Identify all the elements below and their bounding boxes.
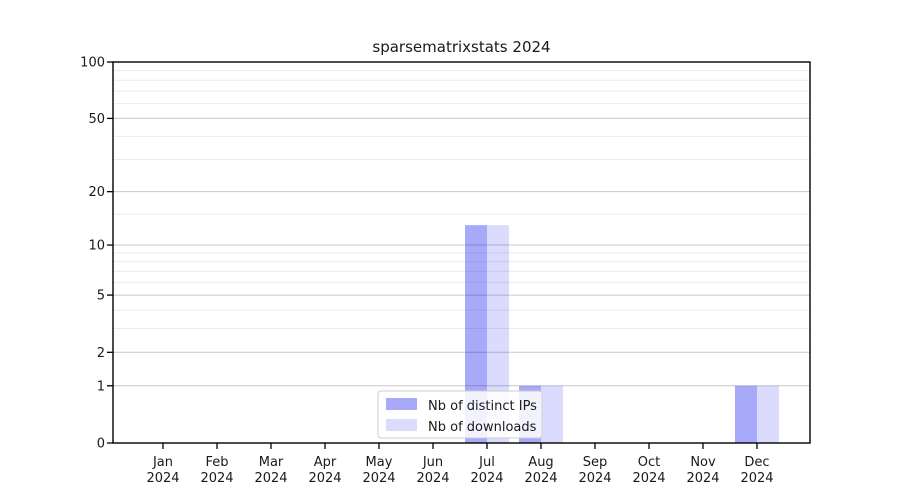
- x-tick-label-jan: Jan: [152, 455, 173, 470]
- x-tick-label-feb: Feb: [205, 455, 228, 470]
- x-tick-year-jul: 2024: [470, 471, 503, 486]
- y-tick-label-10: 10: [88, 239, 105, 254]
- y-tick-label-1: 1: [97, 379, 105, 394]
- bar-dec-downloads: [757, 385, 779, 443]
- bar-jul-distinct-ips: [465, 225, 487, 443]
- y-tick-label-50: 50: [88, 112, 105, 127]
- x-tick-label-sep: Sep: [583, 455, 608, 470]
- x-tick-label-jul: Jul: [478, 455, 495, 470]
- x-tick-year-dec: 2024: [740, 471, 773, 486]
- y-tick-label-0: 0: [97, 437, 105, 452]
- y-axis: 0 1 2 5 10 20 50 100: [80, 56, 113, 452]
- bar-aug-downloads: [541, 385, 563, 443]
- x-tick-year-apr: 2024: [308, 471, 341, 486]
- x-tick-label-apr: Apr: [314, 455, 337, 470]
- minor-gridlines: [113, 70, 810, 330]
- x-tick-year-mar: 2024: [254, 471, 287, 486]
- chart-title: sparsematrixstats 2024: [372, 38, 550, 56]
- y-tick-label-5: 5: [97, 289, 105, 304]
- x-tick-year-jun: 2024: [416, 471, 449, 486]
- x-tick-year-nov: 2024: [686, 471, 719, 486]
- x-tick-label-aug: Aug: [528, 455, 553, 470]
- x-tick-label-dec: Dec: [744, 455, 769, 470]
- x-tick-label-oct: Oct: [638, 455, 660, 470]
- bar-dec-distinct-ips: [735, 385, 757, 443]
- plot-border: [112, 61, 811, 444]
- x-tick-year-jan: 2024: [146, 471, 179, 486]
- legend-label-downloads: Nb of downloads: [428, 420, 537, 435]
- x-tick-label-jun: Jun: [422, 455, 443, 470]
- legend-swatch-distinct-ips: [386, 398, 417, 410]
- legend-box: [377, 390, 543, 439]
- legend: Nb of distinct IPs Nb of downloads: [377, 390, 543, 439]
- x-tick-year-sep: 2024: [578, 471, 611, 486]
- x-axis: Jan2024Feb2024Mar2024Apr2024May2024Jun20…: [146, 443, 774, 486]
- x-tick-year-may: 2024: [362, 471, 395, 486]
- x-tick-year-feb: 2024: [200, 471, 233, 486]
- legend-swatch-downloads: [386, 419, 417, 431]
- x-tick-label-mar: Mar: [259, 455, 284, 470]
- y-tick-label-20: 20: [88, 185, 105, 200]
- x-tick-label-may: May: [366, 455, 393, 470]
- y-tick-label-100: 100: [80, 56, 105, 71]
- x-tick-year-aug: 2024: [524, 471, 557, 486]
- y-tick-label-2: 2: [97, 346, 105, 361]
- legend-label-distinct-ips: Nb of distinct IPs: [428, 399, 537, 414]
- x-tick-label-nov: Nov: [690, 455, 716, 470]
- bar-jul-downloads: [487, 225, 509, 443]
- x-tick-year-oct: 2024: [632, 471, 665, 486]
